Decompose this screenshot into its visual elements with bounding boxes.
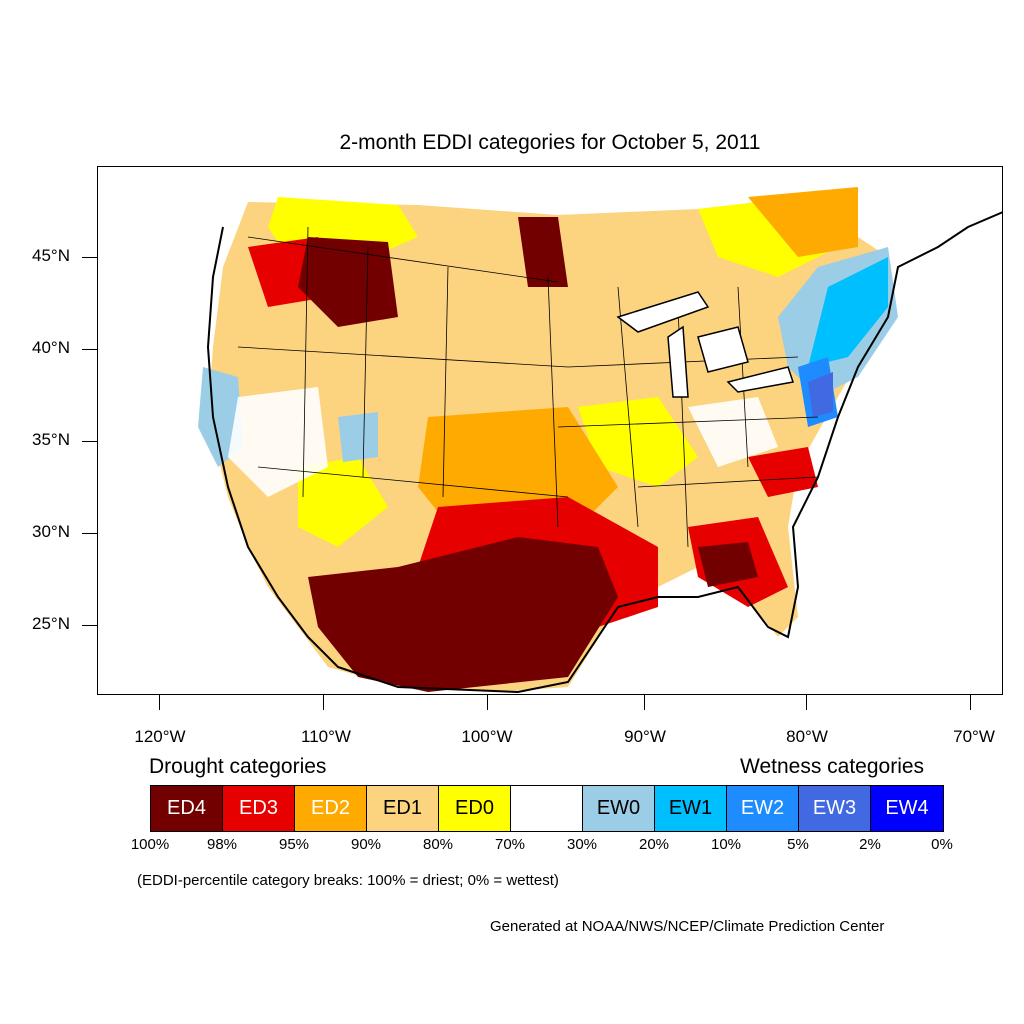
lon-label-100: 100°W (461, 727, 513, 746)
lat-tick (82, 349, 97, 350)
lon-tick (487, 695, 488, 710)
legend-swatch-ed0: ED0 (439, 786, 511, 831)
lat-tick (82, 257, 97, 258)
lat-label-30: 30°N (32, 522, 70, 541)
lat-label-35: 35°N (32, 430, 70, 449)
legend-swatch-ed3: ED3 (223, 786, 295, 831)
legend-break-label: 98% (206, 836, 238, 853)
ew-nevada (338, 412, 378, 462)
ew1-northeast (808, 257, 888, 367)
category-breaks-note: (EDDI-percentile category breaks: 100% =… (137, 872, 559, 889)
legend-break-label: 5% (787, 836, 809, 853)
legend-break-label: 30% (566, 836, 598, 853)
legend-swatch-ew1: EW1 (655, 786, 727, 831)
normal-ohio (688, 397, 778, 467)
legend-swatch-ew2: EW2 (727, 786, 799, 831)
credit-line: Generated at NOAA/NWS/NCEP/Climate Predi… (490, 918, 885, 935)
lon-label-70: 70°W (953, 727, 995, 746)
legend-swatch-ew0: EW0 (583, 786, 655, 831)
lat-tick (82, 441, 97, 442)
legend-swatch-ew4: EW4 (871, 786, 943, 831)
legend-swatch-normal (511, 786, 583, 831)
lat-tick (82, 625, 97, 626)
legend-swatch-ed2: ED2 (295, 786, 367, 831)
ew3-midatlantic (808, 372, 833, 417)
legend-break-label: 95% (278, 836, 310, 853)
ed4-dakota (518, 217, 568, 287)
lat-tick (82, 533, 97, 534)
legend-break-label: 80% (422, 836, 454, 853)
lon-tick (806, 695, 807, 710)
ed3-carolina (748, 447, 818, 497)
legend-break-label: 2% (859, 836, 881, 853)
legend-break-label: 20% (638, 836, 670, 853)
legend-swatch-ed1: ED1 (367, 786, 439, 831)
lat-label-45: 45°N (32, 246, 70, 265)
ed0-southwest (298, 457, 388, 547)
lon-label-120: 120°W (134, 727, 186, 746)
category-colorbar: ED4 ED3 ED2 ED1 ED0 EW0 EW1 EW2 EW3 EW4 (150, 785, 944, 832)
ed0-midwest (578, 397, 698, 487)
coastline (206, 211, 1002, 694)
ed4-texas-mexico (308, 537, 618, 692)
lon-label-110: 110°W (301, 727, 351, 746)
lat-label-25: 25°N (32, 614, 70, 633)
wetness-categories-heading: Wetness categories (740, 755, 925, 778)
legend-swatch-ew3: EW3 (799, 786, 871, 831)
drought-categories-heading: Drought categories (149, 755, 327, 778)
legend-swatch-ed4: ED4 (151, 786, 223, 831)
lon-tick (323, 695, 324, 710)
ed4-montana (298, 237, 398, 327)
normal-greatbasin (228, 387, 328, 497)
lon-label-90: 90°W (624, 727, 666, 746)
map-title: 2-month EDDI categories for October 5, 2… (339, 131, 761, 154)
legend-break-label: 100% (130, 836, 170, 853)
legend-break-label: 10% (710, 836, 742, 853)
lon-tick (970, 695, 971, 710)
lon-tick (644, 695, 645, 710)
map-panel (97, 166, 1003, 695)
great-lakes (616, 291, 794, 398)
eddi-map (198, 187, 1002, 694)
lon-tick (159, 695, 160, 710)
legend-break-label: 70% (494, 836, 526, 853)
legend-break-label: 0% (931, 836, 953, 853)
ed2-northeast (748, 187, 858, 257)
ed4-georgia (698, 542, 758, 587)
lat-label-40: 40°N (32, 338, 70, 357)
lon-label-80: 80°W (786, 727, 828, 746)
legend-break-label: 90% (350, 836, 382, 853)
